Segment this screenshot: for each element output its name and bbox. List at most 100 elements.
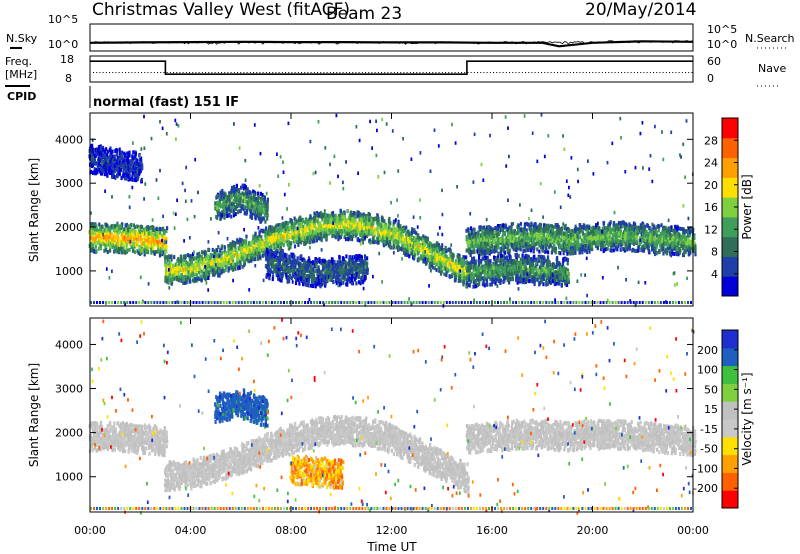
data-cell	[259, 240, 262, 245]
data-cell	[376, 213, 379, 218]
data-cell	[559, 237, 562, 242]
data-cell	[98, 230, 101, 235]
data-cell	[323, 221, 326, 226]
data-cell	[474, 241, 477, 246]
data-cell	[143, 236, 146, 241]
data-cell	[590, 231, 593, 236]
data-cell	[495, 228, 498, 232]
data-cell	[438, 266, 441, 271]
data-cell	[344, 218, 347, 223]
data-cell	[329, 224, 332, 229]
data-cell	[182, 258, 185, 263]
data-cell	[106, 243, 109, 248]
data-cell	[243, 252, 246, 257]
nave-dot	[182, 72, 184, 73]
data-cell	[563, 236, 566, 241]
data-cell	[388, 230, 391, 235]
data-cell	[254, 257, 257, 262]
data-cell	[497, 224, 500, 228]
data-cell	[388, 235, 391, 240]
data-cell	[356, 213, 359, 218]
data-cell	[126, 248, 129, 253]
nave-dot	[499, 72, 501, 73]
data-cell	[581, 242, 584, 247]
data-cell	[231, 250, 234, 255]
data-cell	[569, 232, 573, 237]
data-cell	[96, 227, 99, 232]
data-cell	[308, 240, 311, 245]
data-cell	[179, 254, 182, 259]
nave-dot	[214, 72, 216, 73]
data-cell	[637, 245, 640, 250]
data-cell	[156, 234, 159, 239]
noise-series	[89, 40, 694, 48]
data-cell	[671, 243, 674, 248]
data-cell	[368, 224, 371, 229]
data-cell	[219, 248, 222, 253]
data-cell	[250, 258, 253, 263]
data-cell	[604, 230, 607, 235]
data-cell	[520, 235, 523, 240]
nave-dot	[387, 72, 389, 73]
data-cell	[574, 233, 577, 238]
data-cell	[216, 248, 219, 253]
data-cell	[422, 254, 425, 259]
data-cell	[340, 231, 343, 236]
data-cell	[540, 228, 543, 233]
data-cell	[260, 248, 263, 253]
data-cell	[329, 218, 332, 223]
nave-dot	[531, 72, 533, 73]
nave-dot	[595, 72, 597, 73]
data-cell	[439, 261, 442, 266]
data-cell	[361, 215, 364, 220]
data-cell	[495, 230, 498, 235]
data-cell	[463, 271, 466, 276]
data-cell	[646, 239, 649, 244]
data-cell	[89, 222, 92, 227]
nave-dot	[102, 72, 104, 73]
data-cell	[670, 225, 673, 230]
data-cell	[525, 221, 528, 226]
data-cell	[214, 257, 217, 262]
data-cell	[347, 237, 350, 242]
data-cell	[106, 250, 109, 254]
data-cell	[150, 226, 153, 231]
data-cell	[306, 226, 309, 231]
data-cell	[362, 212, 366, 217]
data-cell	[592, 236, 596, 240]
data-cell	[287, 246, 290, 251]
data-cell	[554, 224, 557, 229]
data-cell	[232, 267, 235, 272]
data-cell	[633, 240, 636, 245]
data-cell	[485, 230, 488, 235]
data-cell	[460, 260, 463, 265]
data-cell	[624, 243, 627, 247]
data-cell	[105, 227, 108, 232]
data-cell	[383, 232, 386, 237]
data-cell	[443, 264, 446, 268]
nave-dot	[137, 72, 139, 73]
data-cell	[321, 212, 324, 217]
data-cell	[379, 231, 382, 236]
nave-dot	[339, 72, 341, 73]
data-cell	[573, 238, 576, 242]
data-cell	[473, 238, 476, 243]
data-cell	[417, 256, 420, 261]
data-cell	[571, 231, 575, 235]
data-cell	[435, 253, 438, 258]
data-cell	[195, 259, 198, 264]
data-cell	[599, 230, 602, 235]
freq-series	[90, 60, 693, 75]
data-cell	[544, 243, 547, 248]
data-cell	[325, 235, 328, 240]
data-cell	[478, 243, 481, 248]
nave-dot	[637, 72, 638, 73]
data-cell	[118, 247, 121, 251]
data-cell	[147, 231, 150, 236]
data-cell	[337, 234, 340, 239]
data-cell	[428, 265, 431, 270]
data-cell	[444, 266, 447, 271]
data-cell	[149, 231, 152, 236]
nave-dot	[208, 72, 210, 73]
